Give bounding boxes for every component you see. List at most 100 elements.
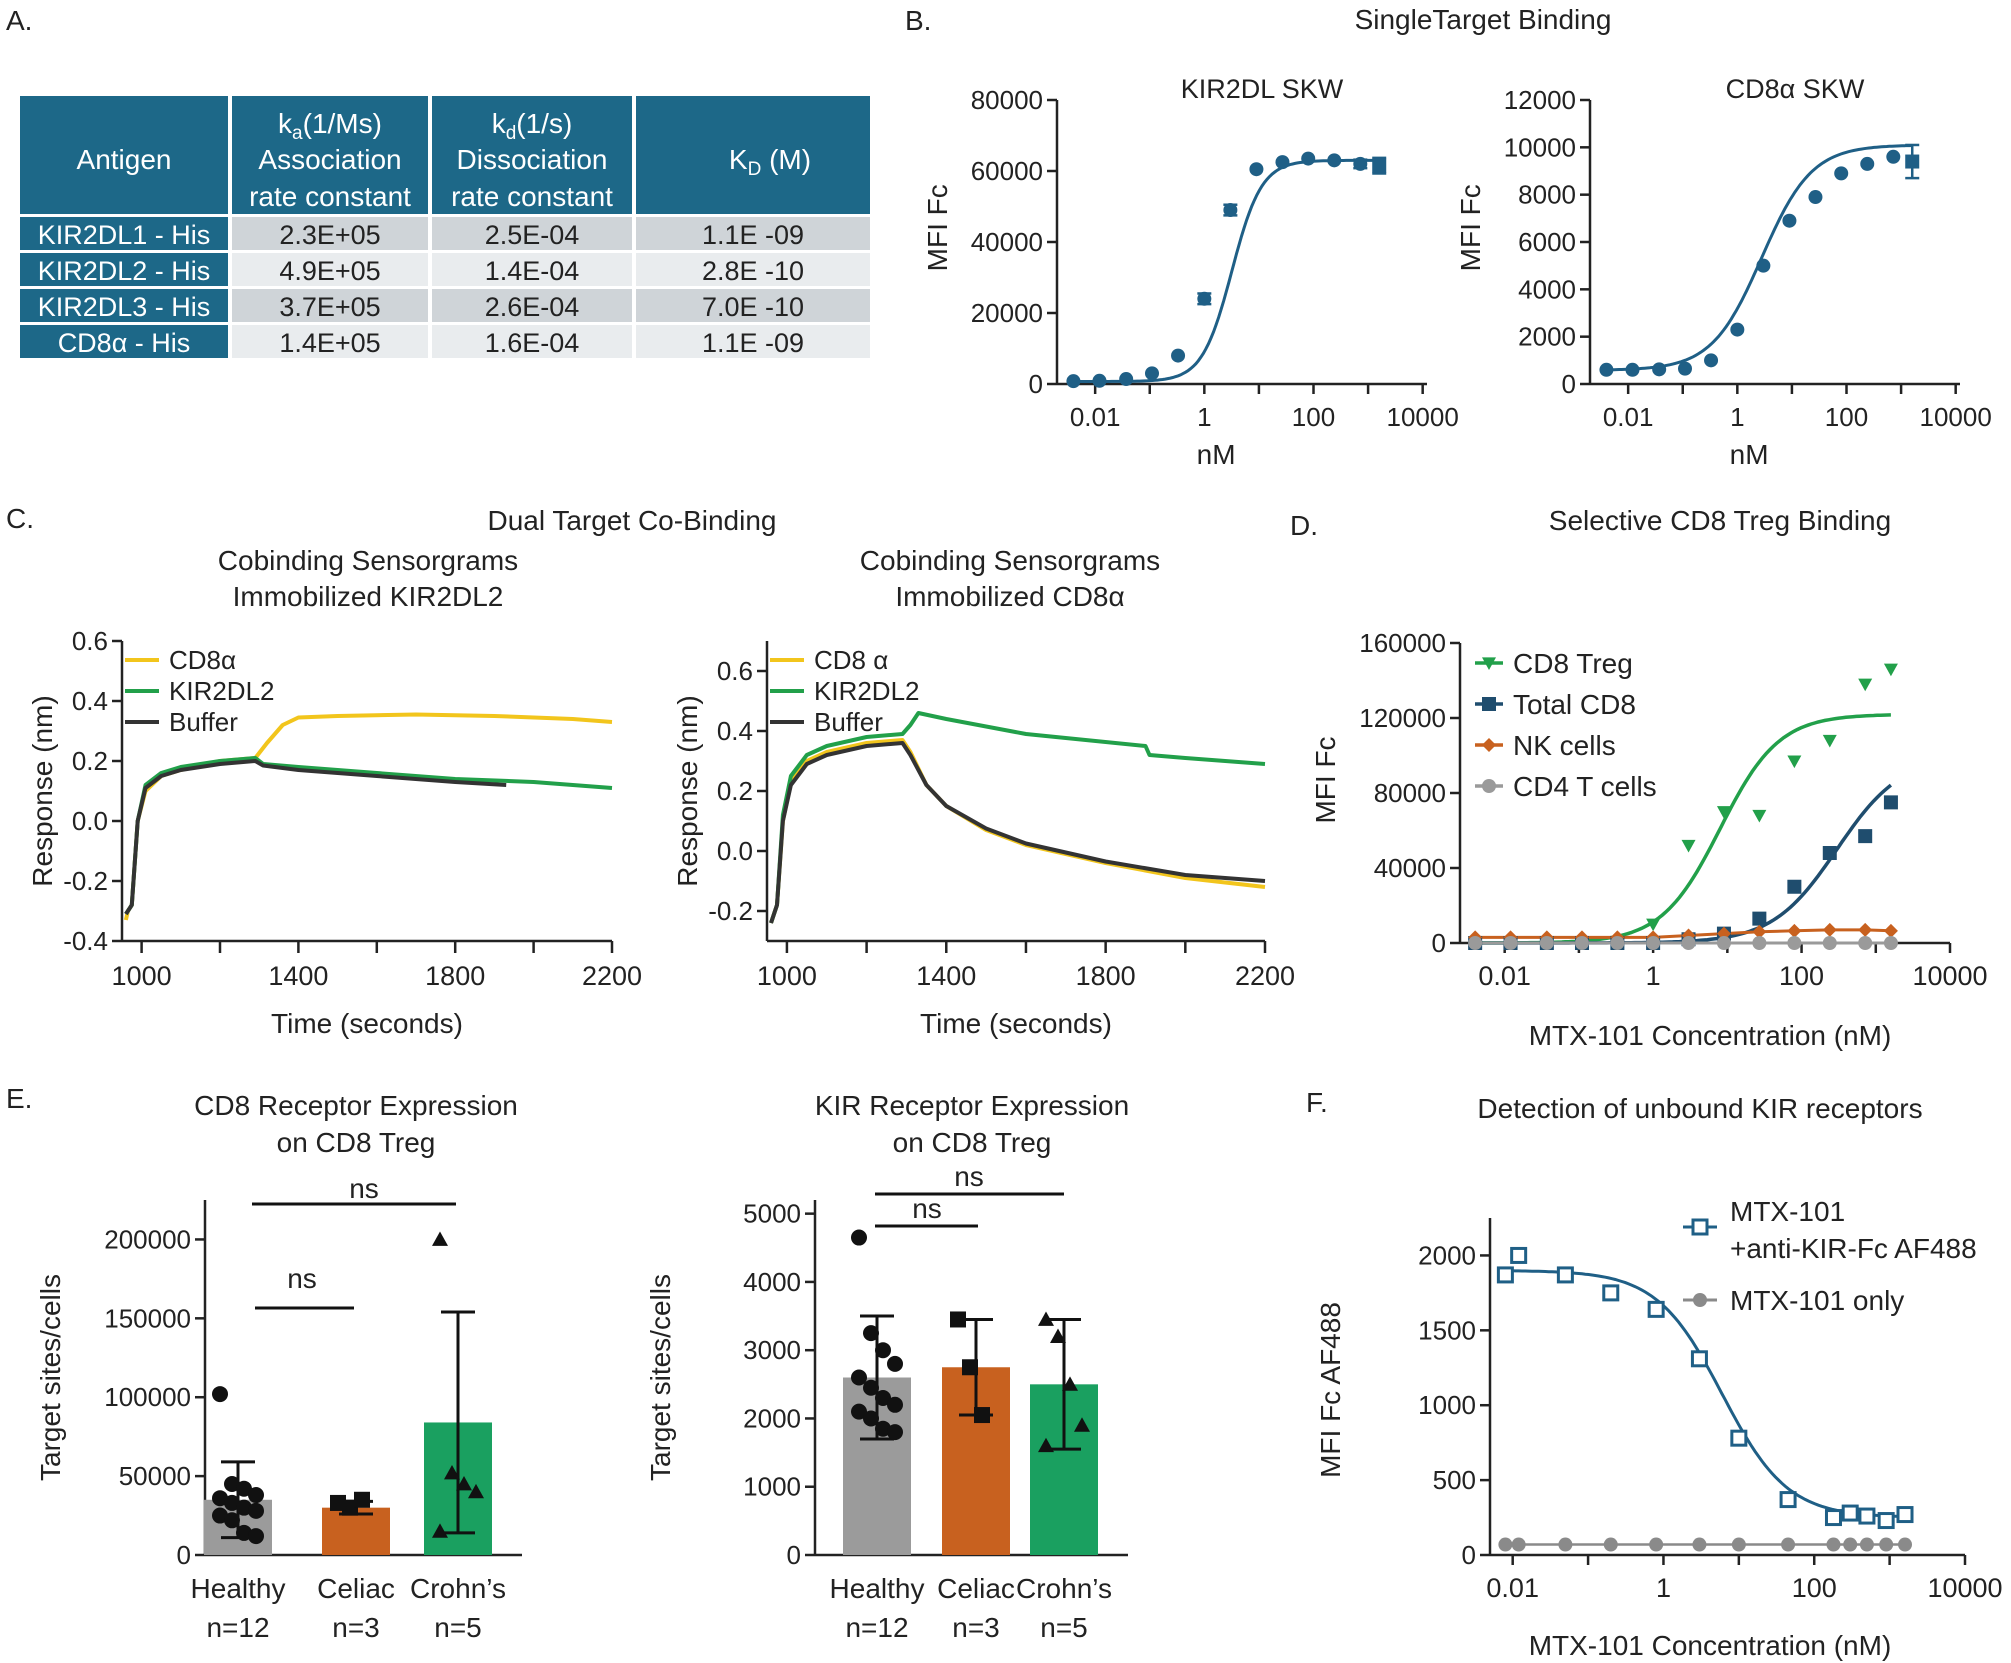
y-tick-label: 6000 (1518, 227, 1576, 257)
table-value-cell: 7.0E -10 (702, 292, 804, 322)
x-tick-label: 1 (1197, 402, 1211, 432)
table-value-cell: 1.1E -09 (702, 328, 804, 358)
data-point (1603, 1537, 1618, 1552)
y-tick-label: 50000 (119, 1461, 191, 1491)
x-axis-label: MTX-101 Concentration (nM) (1529, 1020, 1892, 1051)
data-point (1782, 213, 1797, 228)
table-header-ka-line3: rate constant (249, 181, 411, 212)
table-antigen-cell: KIR2DL3 - His (38, 292, 211, 322)
data-point (456, 1476, 472, 1491)
data-point (1468, 936, 1483, 950)
legend-marker (1691, 1218, 1709, 1236)
legend-label: CD8 α (814, 645, 888, 675)
y-tick-label: 0 (787, 1540, 801, 1570)
y-tick-label: 2000 (743, 1403, 801, 1433)
data-point (236, 1524, 252, 1541)
data-point (1859, 1537, 1874, 1552)
x-axis-label: MTX-101 Concentration (nM) (1529, 1630, 1892, 1661)
legend-label: Buffer (169, 707, 238, 737)
data-point (1781, 1537, 1796, 1552)
data-point (1539, 936, 1554, 950)
chart-F: 0 500 1000 1500 2000 0.01 1 100 10000 MTX-101 Con… (1315, 1196, 2003, 1661)
data-point (1843, 1537, 1858, 1552)
legend-marker (1482, 738, 1496, 752)
data-point (875, 1389, 891, 1406)
data-point (1223, 203, 1238, 218)
data-point (1824, 1509, 1842, 1527)
section-title-c: Dual Target Co-Binding (488, 505, 777, 536)
chart-E2: 0 1000 2000 3000 4000 5000 KIR Receptor Expres… (645, 1090, 1129, 1643)
table-cell-bg (20, 289, 228, 322)
data-point (1652, 362, 1667, 377)
data-point (1858, 1507, 1876, 1525)
legend-label: CD8 Treg (1513, 648, 1633, 679)
y-tick-label: 0 (1562, 369, 1576, 399)
data-point (1787, 755, 1802, 769)
data-point (1602, 1284, 1620, 1302)
y-tick-label: -0.2 (708, 896, 753, 926)
table-cell-bg (232, 289, 428, 322)
table-header-cell (20, 96, 228, 214)
data-point (1858, 678, 1873, 692)
y-axis-label: Response (nm) (672, 695, 703, 886)
chart-subtitle: on CD8 Treg (893, 1127, 1052, 1158)
table-cell-bg (232, 325, 428, 358)
fit-curve (1073, 158, 1380, 383)
table-antigen-cell: CD8α - His (58, 328, 191, 358)
data-point (1690, 1350, 1708, 1368)
y-axis-label: MFI Fc (1455, 184, 1486, 271)
significance-label: ns (287, 1263, 317, 1294)
table-header-cell (232, 96, 428, 214)
data-point (1646, 918, 1661, 932)
legend-marker (1482, 657, 1496, 670)
table-header-antigen: Antigen (77, 144, 172, 175)
table-header-ka: ka(1/Ms) (278, 108, 382, 144)
x-tick-label: 1000 (757, 961, 817, 991)
data-point (354, 1491, 370, 1508)
data-point (1752, 924, 1767, 939)
x-tick-label: 1 (1656, 1573, 1671, 1603)
data-point (863, 1410, 879, 1427)
category-label: Healthy (830, 1573, 925, 1604)
chart-E1: 0 50000 100000 150000 200000 CD8 Receptor Exp… (35, 1090, 522, 1643)
data-point (1858, 922, 1873, 937)
x-tick-label: 2200 (582, 961, 642, 991)
table-cell-bg (20, 325, 228, 358)
data-point (1716, 936, 1731, 950)
legend-label: CD8α (169, 645, 236, 675)
data-point (1730, 322, 1745, 337)
data-point (1678, 361, 1693, 376)
data-point (1610, 936, 1625, 950)
data-point (1066, 374, 1081, 389)
table-value-cell: 1.1E -09 (702, 220, 804, 250)
panel-label-e: E. (6, 1083, 32, 1114)
legend-marker (1693, 1293, 1707, 1307)
data-point (248, 1502, 264, 1519)
table-cell-bg (432, 253, 632, 286)
data-point (1301, 151, 1316, 166)
data-point (212, 1507, 228, 1524)
y-tick-label: 1000 (743, 1472, 801, 1502)
sensorgram-line (769, 741, 1266, 924)
y-tick-label: 80000 (971, 85, 1043, 115)
data-point (1074, 1417, 1090, 1432)
table-header-cell (636, 96, 870, 214)
data-point (236, 1480, 252, 1497)
x-axis-label: Time (seconds) (920, 1008, 1112, 1039)
y-tick-label: 8000 (1518, 180, 1576, 210)
y-tick-label: 4000 (743, 1267, 801, 1297)
legend-label: KIR2DL2 (814, 676, 920, 706)
y-tick-label: 10000 (1504, 132, 1576, 162)
data-point (1858, 936, 1873, 950)
chart-C2: -0.2 0.0 0.2 0.4 0.6 1000 1400 1800 2200 Cobindin… (672, 545, 1295, 1039)
fit-curve (1606, 144, 1913, 372)
y-axis-label: MFI Fc (922, 184, 953, 271)
data-point (863, 1379, 879, 1396)
data-point (468, 1483, 484, 1499)
table-header-kD: KD (M) (729, 144, 811, 180)
data-point (1275, 155, 1290, 170)
y-tick-label: 150000 (104, 1303, 191, 1333)
chart-title: CD8α SKW (1726, 74, 1865, 104)
chart-D: 0 40000 80000 120000 160000 0.01 1 100 10000 MTX-… (1310, 628, 1988, 1051)
data-point (212, 1490, 228, 1507)
